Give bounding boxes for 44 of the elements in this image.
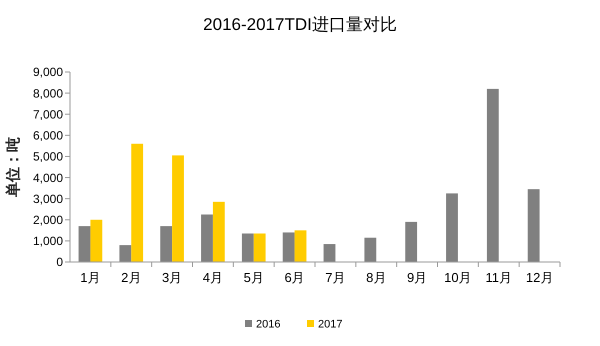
x-tick-label: 7月 [325, 270, 346, 285]
y-tick-label: 3,000 [32, 192, 64, 206]
x-tick-label: 6月 [284, 270, 305, 285]
bar [446, 193, 458, 262]
bar [324, 244, 336, 262]
y-tick-label: 9,000 [32, 65, 64, 80]
x-tick-label: 11月 [486, 270, 512, 285]
bar [201, 214, 213, 262]
x-tick-label: 12月 [526, 270, 554, 285]
bar [172, 155, 184, 262]
legend-label: 2017 [318, 318, 342, 330]
x-tick-label: 8月 [366, 270, 386, 285]
legend-label: 2016 [256, 318, 280, 330]
x-tick-label: 1月 [80, 270, 101, 285]
x-tick-label: 9月 [406, 270, 428, 285]
y-tick-label: 5,000 [32, 150, 64, 164]
bar [528, 189, 540, 262]
bar [242, 234, 254, 262]
bar [212, 202, 225, 262]
bar [486, 88, 499, 262]
bar [90, 220, 102, 262]
bar [364, 238, 376, 262]
y-tick-label: 8,000 [32, 86, 64, 100]
y-tick-label: 6,000 [32, 128, 64, 143]
bar [254, 234, 266, 262]
x-tick-label: 3月 [162, 270, 182, 285]
y-tick-label: 2,000 [32, 212, 64, 227]
x-tick-label: 2月 [121, 270, 142, 285]
bar [78, 226, 90, 262]
x-tick-label: 10月 [444, 270, 472, 285]
y-tick-label: 1,000 [32, 234, 64, 248]
bar [160, 226, 172, 262]
x-tick-label: 4月 [202, 270, 224, 285]
y-tick-label: 0 [56, 255, 64, 270]
y-axis-title: 单位：吨 [4, 137, 22, 198]
bar [131, 144, 144, 262]
y-tick-label: 7,000 [32, 107, 64, 122]
bar [405, 222, 418, 262]
bar [119, 245, 132, 262]
y-tick-label: 4,000 [32, 170, 64, 185]
bar [294, 230, 306, 262]
chart-title: 2016-2017TDI进口量对比 [203, 15, 397, 34]
x-tick-label: 5月 [244, 270, 264, 285]
bar [282, 232, 295, 262]
